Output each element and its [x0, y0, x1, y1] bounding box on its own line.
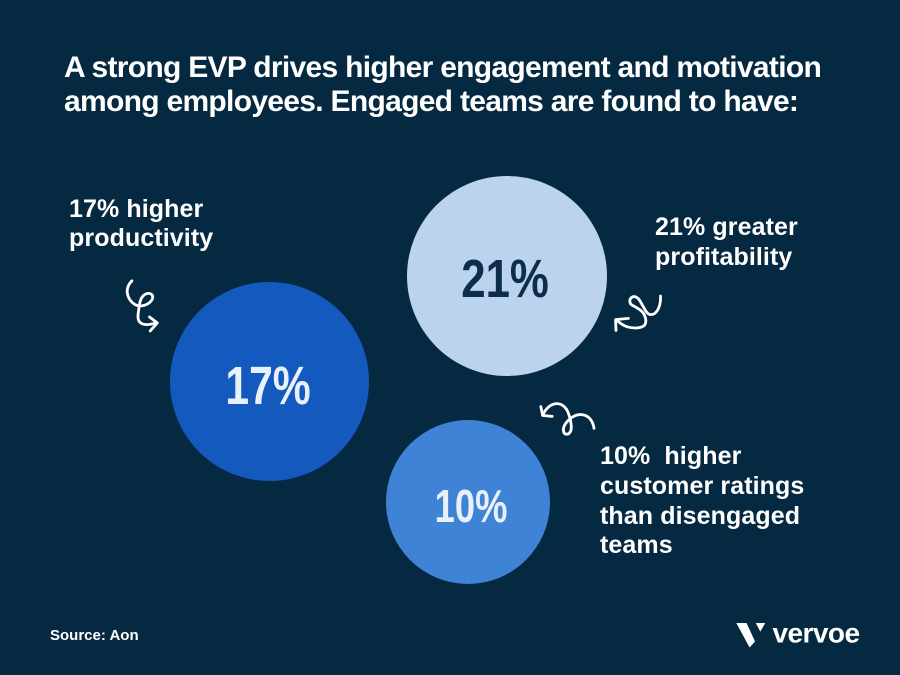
svg-text:vervoe: vervoe — [773, 620, 860, 649]
